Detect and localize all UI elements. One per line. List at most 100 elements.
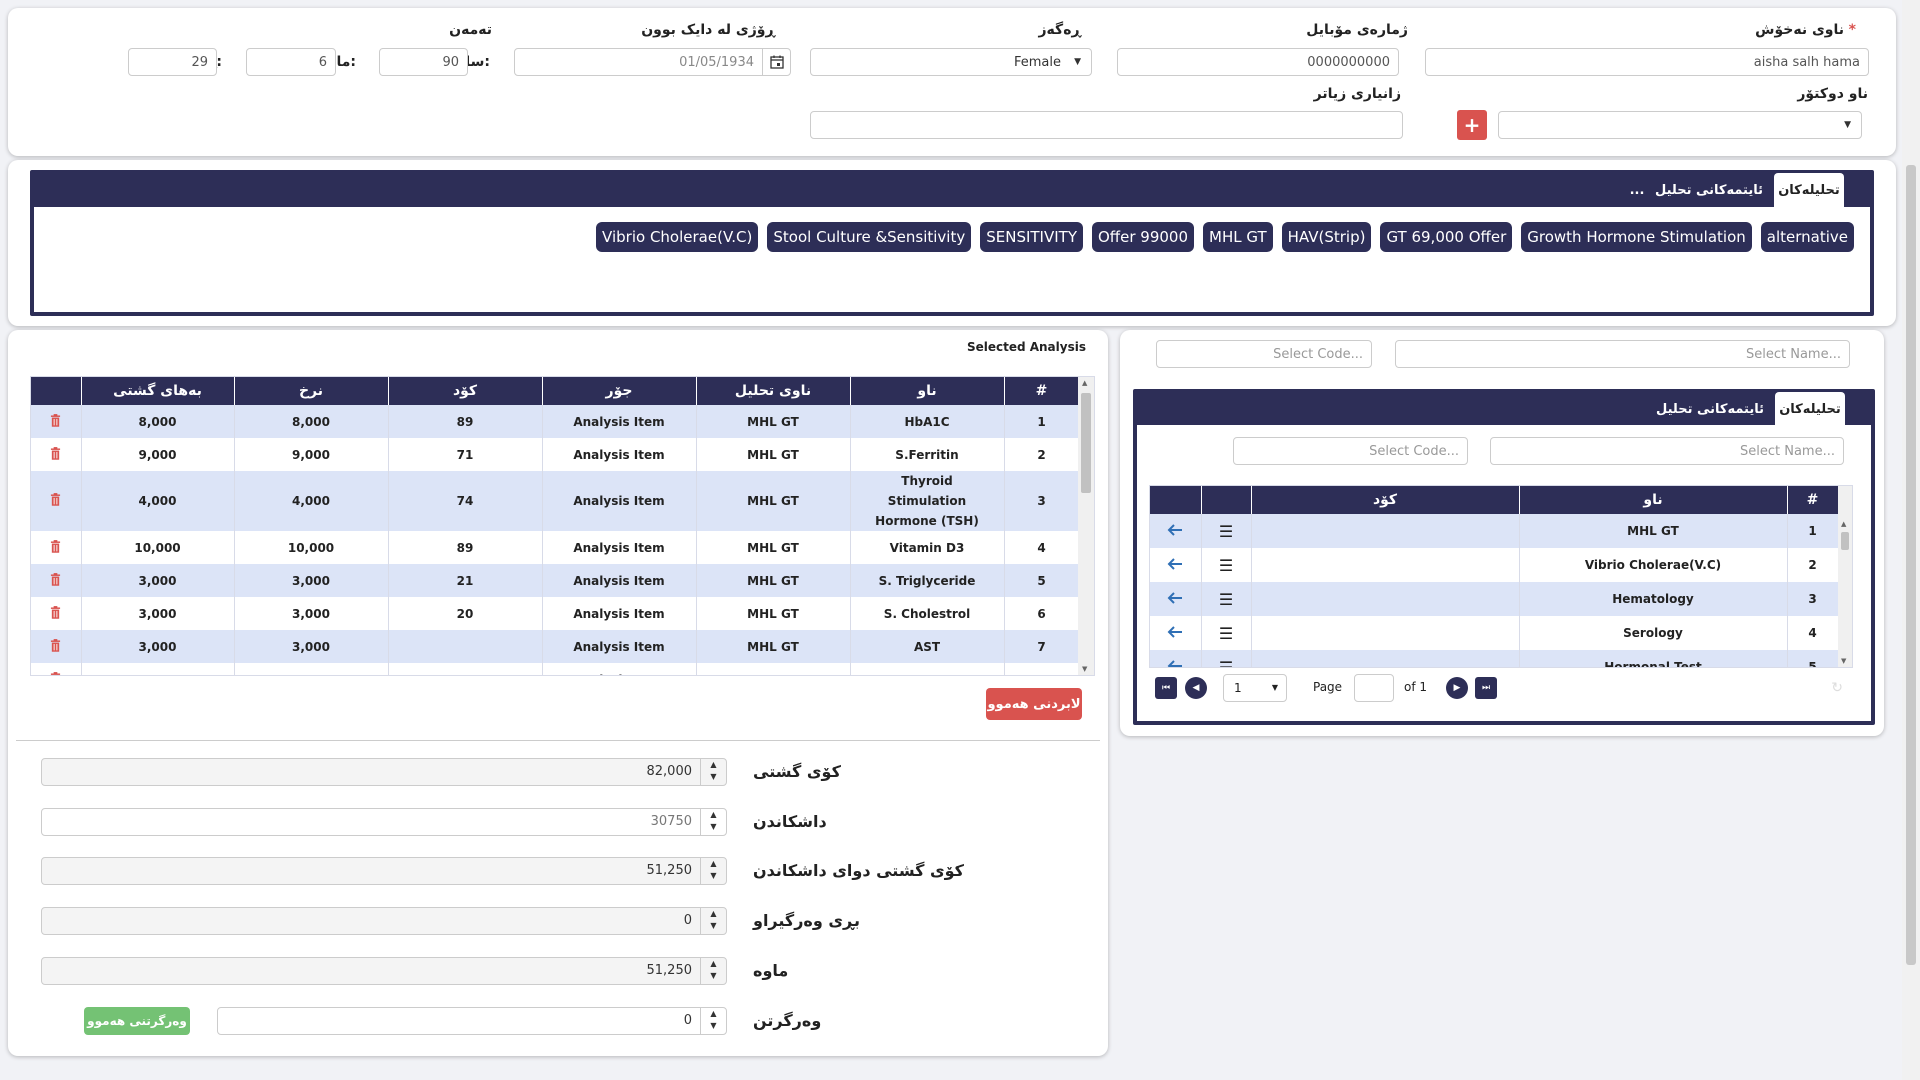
- tab-analysis-items[interactable]: ئایتمەکانی تحلیل: [1654, 182, 1764, 198]
- dob-input[interactable]: 01/05/1934: [514, 48, 791, 76]
- next-page-button[interactable]: ▶: [1446, 677, 1468, 699]
- move-left-button[interactable]: [1150, 582, 1202, 616]
- after-discount-input[interactable]: 51,250 ▲ ▼: [41, 857, 727, 885]
- age-label: تەمەن: [449, 22, 492, 38]
- header-price: نرخ: [234, 377, 389, 405]
- cell-type: Analysis Item: [542, 405, 697, 438]
- last-page-button[interactable]: ⏭: [1475, 677, 1497, 699]
- cell-total: 9,000: [81, 438, 235, 471]
- quick-pill[interactable]: Offer 99000: [1092, 222, 1195, 252]
- patient-name-input[interactable]: aisha salh hama: [1425, 48, 1869, 76]
- tab-analysis-items[interactable]: ئایتمەکانی تحلیل: [1655, 401, 1765, 417]
- quick-pill[interactable]: Growth Hormone Stimulation: [1521, 222, 1752, 252]
- receive-label: وەرگرتن: [753, 1011, 822, 1030]
- chevron-down-icon: ▼: [1844, 120, 1851, 130]
- delete-row-button[interactable]: [31, 531, 82, 564]
- discount-input[interactable]: 30750 ▲ ▼: [41, 808, 727, 836]
- move-left-button[interactable]: [1150, 514, 1202, 548]
- cell-type: Analysis Item: [542, 471, 697, 531]
- move-left-button[interactable]: [1150, 616, 1202, 650]
- analysis-tabs-frame: تحلیلەکان ئایتمەکانی تحلیل Select Name..…: [1133, 389, 1875, 725]
- scroll-down-icon[interactable]: ▼: [1841, 657, 1847, 665]
- receive-all-button[interactable]: وەرگرتنی هەموو: [84, 1007, 190, 1035]
- move-left-button[interactable]: [1150, 548, 1202, 582]
- year-input[interactable]: 90: [379, 48, 468, 76]
- mobile-input[interactable]: 0000000000: [1117, 48, 1399, 76]
- inner-search-code-input[interactable]: Select Code...: [1233, 437, 1468, 465]
- menu-button[interactable]: ☰: [1201, 650, 1252, 668]
- doctor-select[interactable]: ▼: [1498, 111, 1862, 139]
- inner-search-name-input[interactable]: Select Name...: [1490, 437, 1844, 465]
- search-code-input[interactable]: Select Code...: [1156, 340, 1372, 368]
- delete-row-button[interactable]: [31, 663, 82, 675]
- hamburger-icon: ☰: [1218, 555, 1234, 575]
- calendar-icon[interactable]: [762, 49, 790, 75]
- table-row[interactable]: ☰ Hormonal Test 5: [1150, 650, 1839, 668]
- delete-row-button[interactable]: [31, 564, 82, 597]
- scroll-thumb[interactable]: [1081, 393, 1091, 493]
- spinner-icon[interactable]: ▲ ▼: [700, 958, 726, 984]
- table-row[interactable]: ☰ Vibrio Cholerae(V.C) 2: [1150, 548, 1839, 582]
- spinner-icon[interactable]: ▲ ▼: [700, 1008, 726, 1034]
- hamburger-icon: ☰: [1218, 657, 1234, 668]
- quick-pill[interactable]: SENSITIVITY: [980, 222, 1083, 252]
- page-scrollbar[interactable]: [1902, 0, 1920, 1080]
- menu-button[interactable]: ☰: [1201, 514, 1252, 548]
- table-row[interactable]: ☰ Hematology 3: [1150, 582, 1839, 616]
- page-scroll-thumb[interactable]: [1906, 165, 1916, 965]
- spinner-icon[interactable]: ▲ ▼: [700, 759, 726, 785]
- search-name-input[interactable]: Select Name...: [1395, 340, 1850, 368]
- total-input[interactable]: 82,000 ▲ ▼: [41, 758, 727, 786]
- table-row[interactable]: ☰ Serology 4: [1150, 616, 1839, 650]
- extra-info-input[interactable]: [810, 111, 1403, 139]
- spinner-icon[interactable]: ▲ ▼: [700, 809, 726, 835]
- day-input[interactable]: 29: [128, 48, 217, 76]
- prev-page-button[interactable]: ◀: [1185, 677, 1207, 699]
- receive-value: 0: [683, 1013, 692, 1028]
- tab-more[interactable]: ...: [1629, 182, 1645, 198]
- scroll-thumb[interactable]: [1841, 532, 1849, 550]
- receive-input[interactable]: 0 ▲ ▼: [217, 1007, 727, 1035]
- table-row[interactable]: ☰ MHL GT 1: [1150, 514, 1839, 548]
- analysis-search-card: Select Name... Select Code... تحلیلەکان …: [1120, 330, 1884, 736]
- selected-table-scrollbar[interactable]: ▲ ▼: [1078, 377, 1094, 675]
- delete-row-button[interactable]: [31, 405, 82, 438]
- page-size-select[interactable]: 1 ▼: [1223, 674, 1287, 702]
- page-number-input[interactable]: [1354, 674, 1394, 702]
- spinner-icon[interactable]: ▲ ▼: [700, 908, 726, 934]
- remaining-input[interactable]: 51,250 ▲ ▼: [41, 957, 727, 985]
- tab-analyses[interactable]: تحلیلەکان: [1774, 173, 1844, 207]
- quick-pill[interactable]: MHL GT: [1203, 222, 1273, 252]
- first-page-button[interactable]: ⏮: [1155, 677, 1177, 699]
- quick-pill[interactable]: alternative: [1760, 222, 1854, 252]
- analysis-table-scrollbar[interactable]: ▲ ▼: [1838, 486, 1852, 667]
- spinner-icon[interactable]: ▲ ▼: [700, 858, 726, 884]
- quick-pill[interactable]: Vibrio Cholerae(V.C): [596, 222, 759, 252]
- dob-value: 01/05/1934: [679, 54, 754, 70]
- quick-pill[interactable]: GT 69,000 Offer: [1380, 222, 1513, 252]
- scroll-up-icon[interactable]: ▲: [1082, 379, 1088, 387]
- delete-row-button[interactable]: [31, 471, 82, 531]
- refresh-icon[interactable]: ↻: [1831, 680, 1843, 696]
- received-amount-input[interactable]: 0 ▲ ▼: [41, 907, 727, 935]
- delete-row-button[interactable]: [31, 438, 82, 471]
- remove-all-button[interactable]: لابردنی هەموو: [986, 688, 1082, 720]
- move-left-button[interactable]: [1150, 650, 1202, 667]
- gender-select[interactable]: Female ▼: [810, 48, 1092, 76]
- menu-button[interactable]: ☰: [1201, 548, 1252, 582]
- month-input[interactable]: 6: [246, 48, 336, 76]
- cell-number: 3: [1787, 582, 1839, 616]
- quick-pill[interactable]: HAV(Strip): [1281, 222, 1372, 252]
- scroll-up-icon[interactable]: ▲: [1841, 520, 1847, 528]
- cell-price: 8,000: [234, 405, 389, 438]
- hamburger-icon: ☰: [1218, 521, 1234, 541]
- menu-button[interactable]: ☰: [1201, 616, 1252, 650]
- tab-analyses[interactable]: تحلیلەکان: [1775, 392, 1845, 426]
- menu-button[interactable]: ☰: [1201, 582, 1252, 616]
- quick-tabs-frame: تحلیلەکان ئایتمەکانی تحلیل ... alternati…: [30, 170, 1874, 316]
- quick-pill[interactable]: Stool Culture &Sensitivity: [767, 222, 972, 252]
- add-doctor-button[interactable]: +: [1457, 110, 1487, 140]
- scroll-down-icon[interactable]: ▼: [1082, 665, 1088, 673]
- delete-row-button[interactable]: [31, 630, 82, 663]
- delete-row-button[interactable]: [31, 597, 82, 630]
